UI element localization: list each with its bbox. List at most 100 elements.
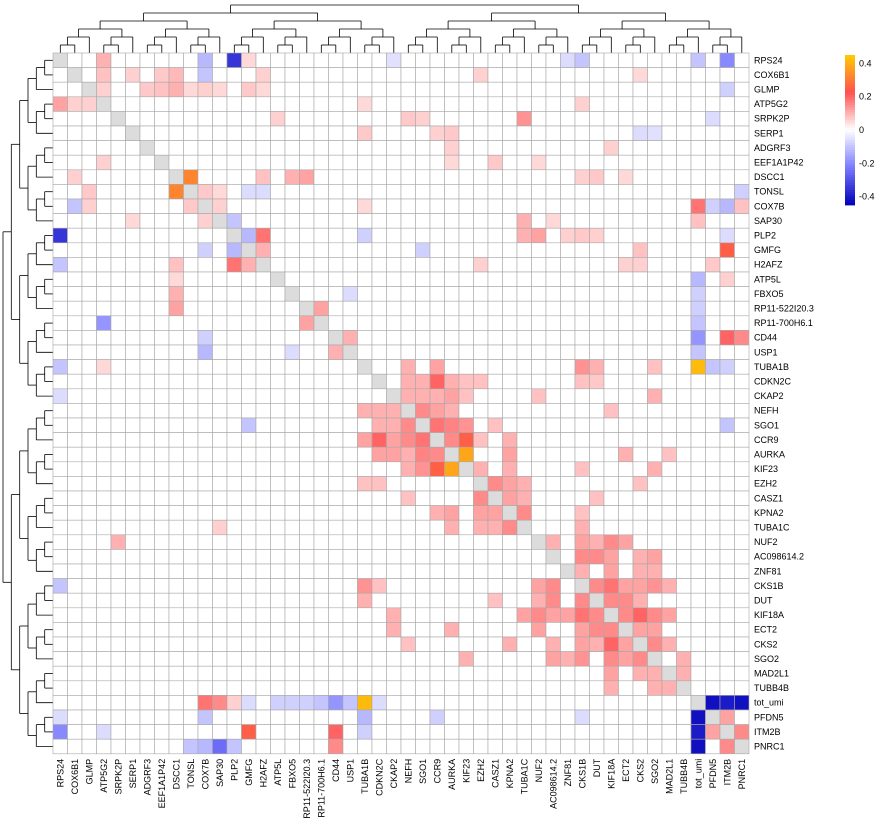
heatmap-cell <box>270 446 286 463</box>
heatmap-cell <box>197 709 213 725</box>
heatmap-cell <box>531 490 547 506</box>
heatmap-cell <box>676 476 692 492</box>
heatmap-cell <box>429 81 445 98</box>
heatmap-cell <box>589 476 605 492</box>
heatmap-cell <box>719 563 735 579</box>
heatmap-cell <box>212 432 228 448</box>
heatmap-cell <box>603 695 619 711</box>
heatmap-cell <box>241 169 257 185</box>
heatmap-cell <box>313 257 329 273</box>
heatmap-cell <box>719 622 735 638</box>
heatmap-cell <box>313 213 329 229</box>
heatmap-cell <box>632 271 648 287</box>
heatmap-cell <box>139 52 155 68</box>
heatmap-cell <box>52 373 68 390</box>
heatmap-cell <box>96 388 112 404</box>
heatmap-cell <box>386 651 402 667</box>
colorbar-segment <box>845 97 855 101</box>
heatmap-cell <box>154 271 170 287</box>
colorbar-segment <box>845 72 855 76</box>
heatmap-cell <box>734 476 750 492</box>
heatmap-cell <box>67 665 83 682</box>
heatmap-cell <box>299 549 315 565</box>
heatmap-cell <box>429 446 445 463</box>
heatmap-cell <box>154 300 170 317</box>
colorbar-segment <box>845 125 855 128</box>
heatmap-cell <box>96 607 112 623</box>
column-label: MAD2L1 <box>664 759 674 794</box>
heatmap-cell <box>270 607 286 623</box>
heatmap-cell <box>270 286 286 302</box>
heatmap-cell <box>516 490 532 506</box>
heatmap-cell <box>52 549 68 565</box>
heatmap-cell <box>415 636 431 652</box>
heatmap-cell <box>603 665 619 682</box>
heatmap-cell <box>284 184 300 200</box>
heatmap-cell <box>444 330 460 346</box>
heatmap-cell <box>632 651 648 667</box>
heatmap-cell <box>603 622 619 638</box>
heatmap-cell <box>502 636 518 652</box>
row-label: CCR9 <box>754 435 779 445</box>
heatmap-cell <box>531 52 547 68</box>
heatmap-cell <box>342 286 358 302</box>
heatmap-cell <box>313 432 329 448</box>
heatmap-cell <box>574 578 590 594</box>
heatmap-cell <box>168 359 184 375</box>
heatmap-cell <box>560 125 576 141</box>
heatmap-cell <box>444 344 460 360</box>
heatmap-cell <box>154 505 170 521</box>
heatmap-cell <box>429 476 445 492</box>
heatmap-cell <box>183 432 199 448</box>
heatmap-cell <box>96 622 112 638</box>
heatmap-cell <box>371 213 387 229</box>
heatmap-cell <box>139 403 155 419</box>
heatmap-cell <box>487 140 503 156</box>
heatmap-cell <box>154 709 170 725</box>
heatmap-cell <box>473 709 489 725</box>
heatmap-cell <box>386 154 402 171</box>
heatmap-cell <box>226 636 242 652</box>
heatmap-cell <box>110 651 126 667</box>
heatmap-cell <box>545 490 561 506</box>
heatmap-cell <box>589 140 605 156</box>
colorbar-segment <box>845 160 855 163</box>
heatmap-cell <box>574 432 590 448</box>
heatmap-cell <box>328 549 344 565</box>
heatmap-cell <box>676 81 692 98</box>
heatmap-cell <box>516 67 532 83</box>
heatmap-cell <box>67 213 83 229</box>
heatmap-cell <box>560 417 576 433</box>
heatmap-cell <box>197 67 213 83</box>
heatmap-cell <box>705 286 721 302</box>
heatmap-cell <box>241 315 257 331</box>
heatmap-cell <box>690 724 706 740</box>
heatmap-cell <box>183 519 199 536</box>
heatmap-cell <box>589 549 605 565</box>
heatmap-cell <box>516 373 532 390</box>
heatmap-cell <box>487 622 503 638</box>
heatmap-cell <box>690 184 706 200</box>
heatmap-cell <box>67 446 83 463</box>
heatmap-cell <box>516 315 532 331</box>
heatmap-cell <box>560 227 576 244</box>
heatmap-cell <box>125 344 141 360</box>
heatmap-cell <box>386 724 402 740</box>
heatmap-cell <box>632 622 648 638</box>
colorbar-segment <box>845 170 855 173</box>
heatmap-cell <box>110 198 126 214</box>
column-label: CCR9 <box>432 759 442 784</box>
heatmap-cell <box>574 636 590 652</box>
heatmap-cell <box>574 505 590 521</box>
heatmap-cell <box>487 286 503 302</box>
heatmap-cell <box>502 403 518 419</box>
heatmap-cell <box>168 563 184 579</box>
heatmap-cell <box>516 403 532 419</box>
heatmap-cell <box>299 534 315 550</box>
heatmap-cell <box>154 315 170 331</box>
heatmap-cell <box>371 373 387 390</box>
heatmap-cell <box>400 81 416 98</box>
heatmap-cell <box>299 81 315 98</box>
heatmap-cell <box>560 461 576 477</box>
heatmap-cell <box>574 213 590 229</box>
